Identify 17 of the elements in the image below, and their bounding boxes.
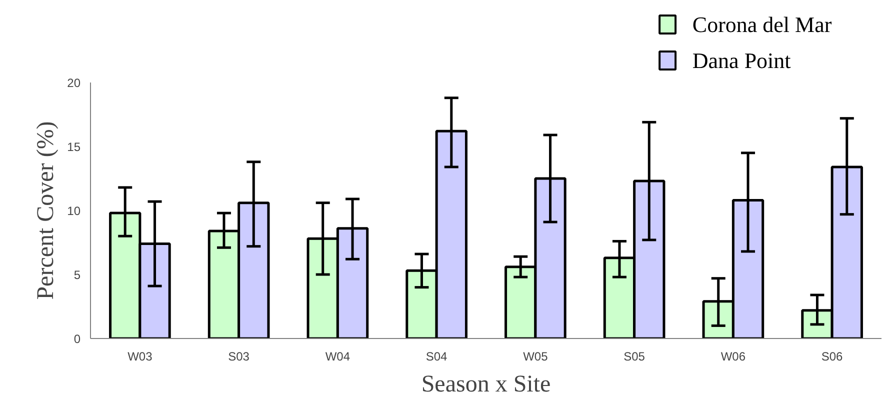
- x-tick-label: S06: [821, 350, 844, 364]
- y-axis-title: Percent Cover (%): [33, 121, 60, 300]
- x-tick-label: W05: [523, 350, 548, 364]
- y-tick-label: 20: [67, 76, 81, 90]
- y-tick-label: 10: [67, 204, 81, 218]
- x-tick-label: S04: [426, 350, 448, 364]
- x-tick-label: W06: [720, 350, 746, 364]
- y-tick-label: 15: [67, 140, 81, 154]
- legend-label: Corona del Mar: [692, 12, 832, 37]
- y-tick-label: 0: [74, 332, 81, 346]
- x-tick-label: S03: [228, 350, 250, 364]
- legend-label: Dana Point: [692, 48, 791, 73]
- y-tick-label: 5: [74, 268, 81, 282]
- x-tick-label: W03: [128, 350, 153, 364]
- x-axis-title: Season x Site: [421, 372, 551, 398]
- x-tick-label: W04: [325, 350, 350, 364]
- x-tick-label: S05: [624, 350, 646, 364]
